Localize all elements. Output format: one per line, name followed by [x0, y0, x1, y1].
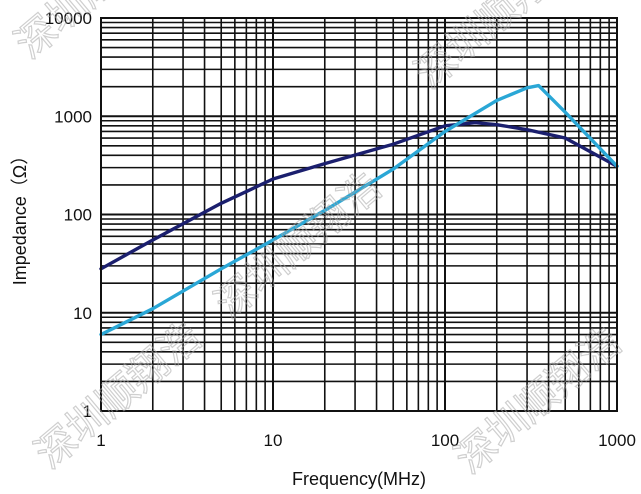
x-tick-label: 1000: [598, 431, 636, 450]
y-tick-labels: 1 10 100 1000 10000: [45, 9, 92, 421]
series-group: [99, 83, 619, 337]
x-tick-label: 10: [264, 431, 283, 450]
x-axis-title: Frequency(MHz): [292, 469, 426, 489]
grid: [101, 18, 617, 411]
y-tick-label: 10: [73, 304, 92, 323]
y-tick-label: 10000: [45, 9, 92, 28]
plot-frame: [100, 17, 618, 412]
y-tick-label: 100: [64, 206, 92, 225]
y-axis-title: Impedance（Ω）: [10, 147, 30, 286]
x-tick-labels: 1 10 100 1000: [96, 431, 636, 450]
x-tick-label: 100: [431, 431, 459, 450]
series-line-2: [99, 83, 619, 337]
x-tick-label: 1: [96, 431, 105, 450]
y-tick-label: 1: [83, 402, 92, 421]
series-line-1: [99, 120, 619, 271]
y-tick-label: 1000: [54, 107, 92, 126]
